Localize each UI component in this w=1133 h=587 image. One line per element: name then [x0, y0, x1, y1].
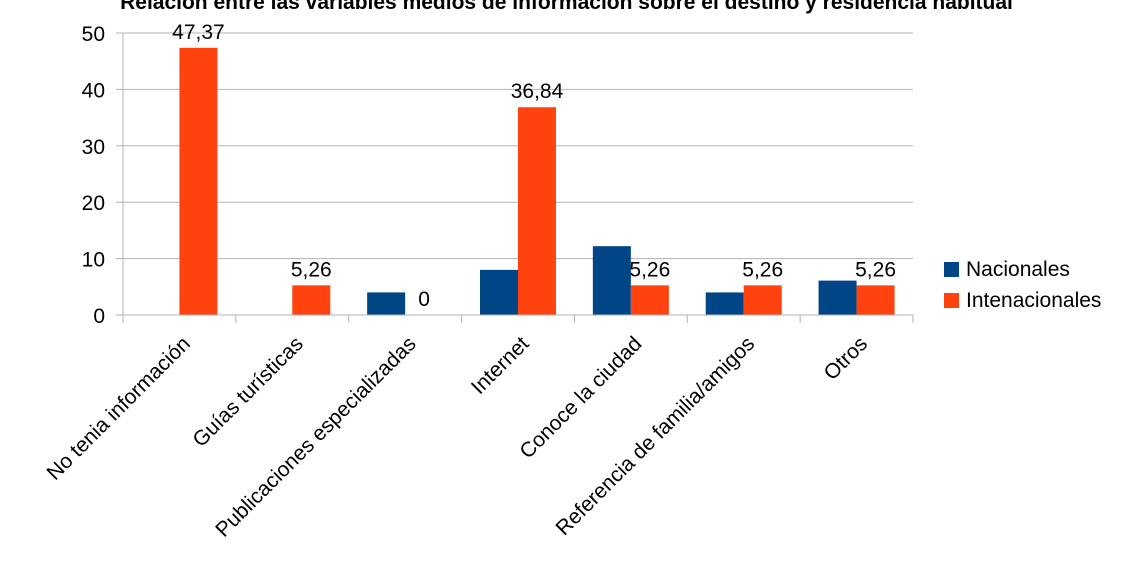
bar-nacionales-3 [480, 269, 518, 315]
bar-nacionales-4 [592, 246, 631, 315]
bar-intenacionales-3 [518, 107, 556, 315]
y-tick-label: 50 [82, 23, 105, 46]
legend-swatch-intenacionales [944, 293, 959, 308]
bar-nacionales-5 [705, 292, 744, 315]
x-tick-label: Conoce la ciudad [515, 332, 646, 463]
data-labels: 47,37 5,26 0 36,84 5,26 5,26 5,26 [172, 21, 896, 311]
data-label: 5,26 [629, 258, 670, 281]
data-label: 5,26 [291, 258, 332, 281]
data-label: 5,26 [742, 258, 783, 281]
data-label: 5,26 [855, 258, 896, 281]
bar-intenacionales-0 [179, 47, 218, 316]
x-tick-label: Guías turísticas [188, 332, 307, 451]
y-tick-label: 40 [82, 79, 105, 102]
bar-nacionales-2 [367, 292, 406, 315]
bar-intenacionales-4 [630, 285, 669, 315]
data-label: 36,84 [511, 80, 564, 103]
chart-title: Relación entre las variables medios de i… [120, 0, 1013, 14]
data-label: 47,37 [172, 21, 225, 44]
y-tick-label: 10 [82, 249, 105, 272]
legend-swatch-nacionales [944, 262, 959, 277]
y-tick-label: 20 [82, 192, 105, 215]
bar-intenacionales-1 [292, 285, 331, 315]
axes [116, 32, 914, 323]
bar-intenacionales-6 [856, 285, 895, 315]
bar-nacionales-6 [818, 280, 857, 315]
x-tick-label: Publicaciones especializadas [211, 332, 420, 541]
x-tick-label: Otros [820, 332, 873, 385]
legend-label-intenacionales: Intenacionales [966, 288, 1102, 312]
y-tick-labels: 0 10 20 30 40 50 [82, 23, 105, 328]
legend-item-intenacionales: Intenacionales [944, 285, 1101, 316]
x-tick-label: Referencia de familia/amigos [552, 332, 760, 540]
y-tick-label: 0 [93, 305, 105, 328]
bar-intenacionales-5 [743, 285, 782, 315]
data-label: 0 [418, 288, 430, 311]
legend-item-nacionales: Nacionales [944, 254, 1101, 285]
y-tick-label: 30 [82, 136, 105, 159]
bars [179, 47, 895, 316]
x-tick-label: Internet [467, 332, 534, 399]
legend-label-nacionales: Nacionales [966, 257, 1070, 281]
x-tick-label: No tenia información [43, 332, 195, 484]
legend: Nacionales Intenacionales [944, 254, 1101, 316]
